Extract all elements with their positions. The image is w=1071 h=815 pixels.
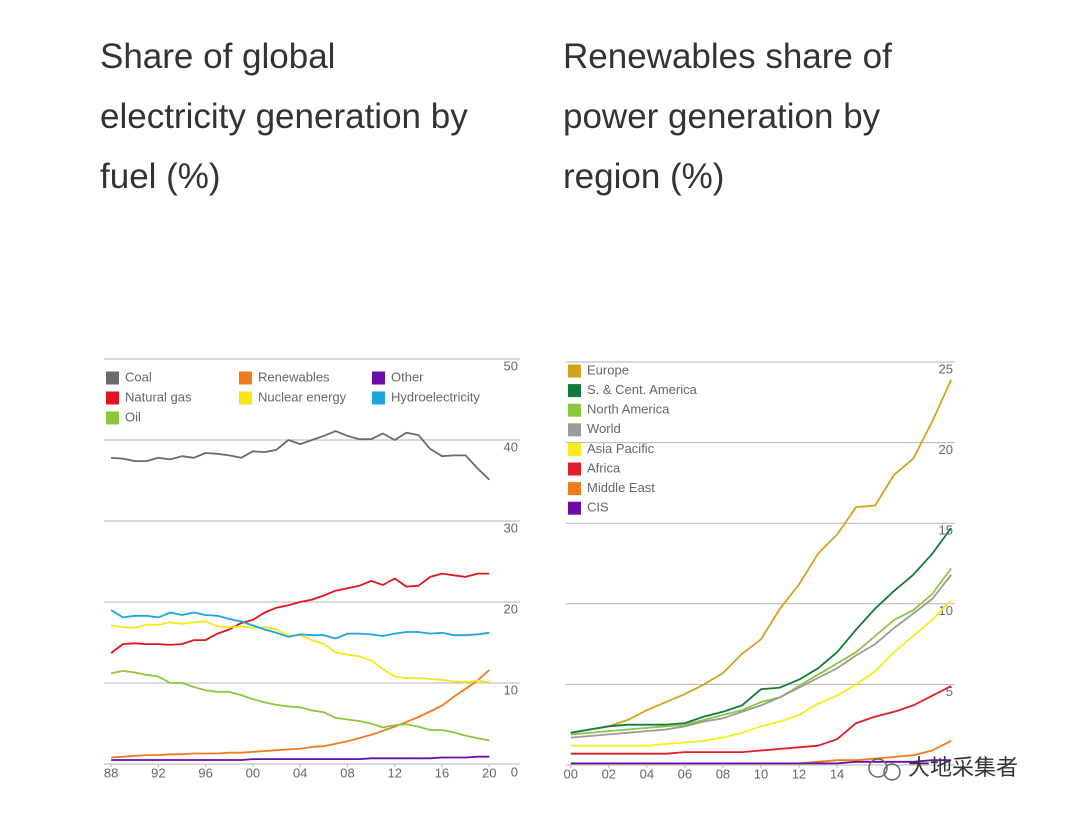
legend-swatch [239, 371, 252, 385]
legend-label: Europe [587, 362, 629, 377]
watermark: 大地采集者 [868, 755, 1018, 781]
series-line [570, 685, 952, 755]
legend-swatch [106, 411, 119, 425]
x-tick-label: 12 [792, 766, 806, 781]
legend-swatch [568, 364, 581, 378]
legend-swatch [372, 391, 385, 405]
x-tick-label: 14 [830, 766, 844, 781]
legend-label: Hydroelectricity [391, 389, 480, 404]
y-tick-label: 20 [504, 601, 518, 616]
x-tick-label: 08 [716, 766, 730, 781]
y-tick-label: 50 [504, 358, 518, 373]
series-line [110, 609, 490, 640]
series-line [110, 620, 490, 684]
legend-swatch [372, 371, 385, 385]
chart-title: electricity generation by [100, 97, 468, 136]
x-tick-label: 06 [678, 766, 692, 781]
chart-title: Share of global [100, 37, 335, 76]
chart-title: region (%) [563, 157, 724, 196]
legend-label: Africa [587, 460, 621, 475]
y-tick-label: 30 [504, 520, 518, 535]
x-tick-label: 00 [564, 766, 578, 781]
legend-swatch [568, 423, 581, 437]
legend-swatch [106, 371, 119, 385]
y-tick-label: 40 [504, 439, 518, 454]
legend-label: North America [587, 402, 670, 417]
legend-label: World [587, 421, 621, 436]
watermark-text: 大地采集者 [908, 755, 1018, 780]
chart-title: Renewables share of [563, 37, 892, 76]
legend-label: Oil [125, 409, 141, 424]
y-tick-label: 0 [511, 764, 518, 779]
series-line [570, 567, 952, 736]
x-tick-label: 92 [151, 765, 165, 780]
series-line [570, 527, 952, 734]
legend-swatch [568, 442, 581, 456]
series-line [570, 599, 952, 747]
legend-label: Other [391, 369, 424, 384]
legend-swatch [568, 403, 581, 417]
y-tick-label: 20 [939, 442, 953, 457]
legend-label: Renewables [258, 369, 330, 384]
series-line [110, 670, 490, 742]
x-tick-label: 02 [602, 766, 616, 781]
legend-swatch [568, 482, 581, 496]
y-tick-label: 25 [939, 361, 953, 376]
watermark-icon [868, 758, 888, 778]
y-tick-label: 10 [504, 682, 518, 697]
series-line [111, 755, 490, 761]
series-line [111, 669, 490, 759]
chart-title: fuel (%) [100, 157, 221, 196]
chart-panel: Renewables share of power generation by re… [563, 37, 955, 781]
legend-label: Middle East [587, 480, 655, 495]
series-line [111, 430, 490, 481]
x-tick-label: 16 [435, 765, 449, 780]
y-tick-label: 5 [946, 684, 953, 699]
legend-label: S. & Cent. America [587, 382, 698, 397]
chart-panel: Share of global electricity generation by… [100, 37, 520, 780]
x-tick-label: 88 [104, 765, 118, 780]
watermark-icon [883, 763, 901, 781]
legend-label: Coal [125, 369, 152, 384]
legend-swatch [568, 384, 581, 398]
chart-title: power generation by [563, 97, 881, 136]
series-line [570, 739, 952, 765]
legend-swatch [568, 501, 581, 515]
x-tick-label: 08 [340, 765, 354, 780]
legend-swatch [106, 391, 119, 405]
x-tick-label: 04 [293, 765, 307, 780]
series-line [110, 572, 490, 654]
series-line [570, 379, 953, 734]
series-line [570, 574, 952, 739]
legend-swatch [239, 391, 252, 405]
x-tick-label: 96 [198, 765, 212, 780]
x-tick-label: 12 [387, 765, 401, 780]
y-tick-label: 15 [939, 523, 953, 538]
x-tick-label: 20 [482, 765, 496, 780]
y-tick-label: 10 [939, 603, 953, 618]
legend-label: Nuclear energy [258, 389, 347, 404]
legend-label: CIS [587, 500, 609, 515]
x-tick-label: 04 [640, 766, 654, 781]
legend-swatch [568, 462, 581, 476]
x-tick-label: 00 [246, 765, 260, 780]
legend-label: Natural gas [125, 389, 192, 404]
series-line [570, 759, 952, 765]
x-tick-label: 10 [754, 766, 768, 781]
legend-label: Asia Pacific [587, 441, 655, 456]
